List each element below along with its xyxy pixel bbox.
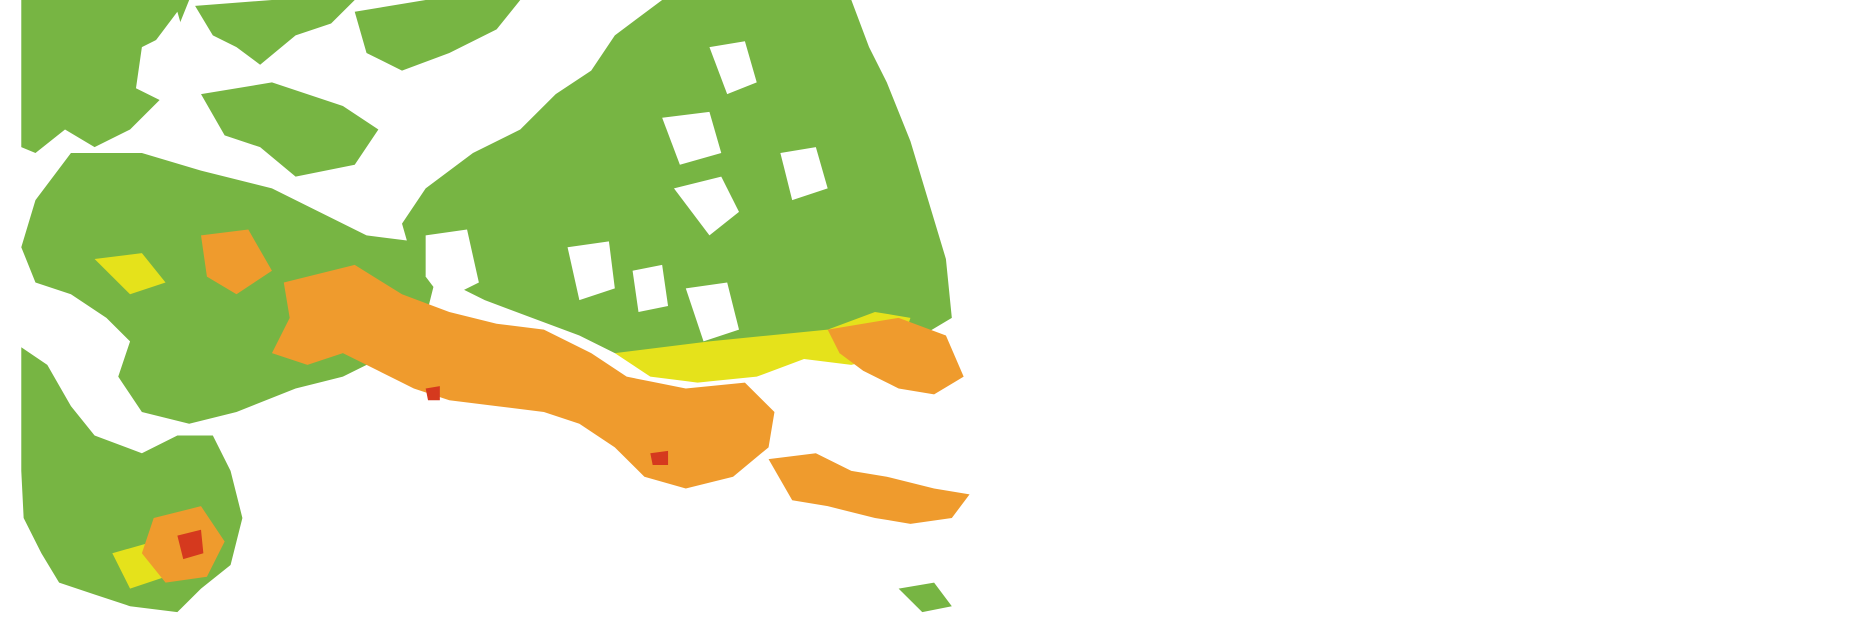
stress-orange — [141, 229, 970, 583]
clearings — [141, 11, 828, 342]
stress-red — [177, 386, 669, 560]
